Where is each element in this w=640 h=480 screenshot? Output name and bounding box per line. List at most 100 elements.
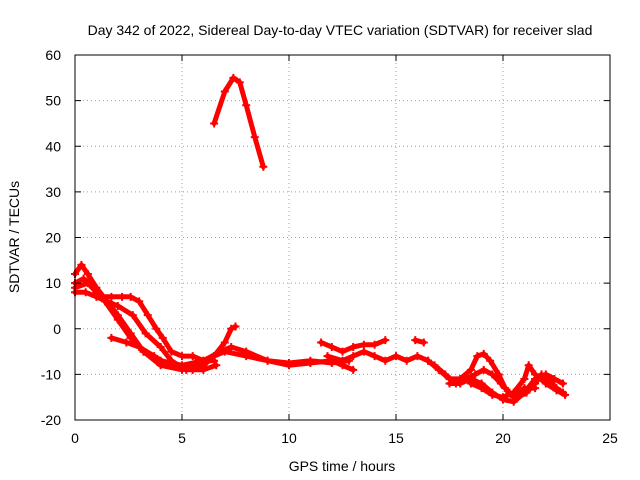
data-point <box>152 324 161 333</box>
data-point <box>285 361 293 370</box>
data-point <box>227 343 236 351</box>
data-point <box>392 352 400 361</box>
data-point <box>488 370 497 379</box>
data-point <box>83 279 92 288</box>
data-point <box>118 292 127 301</box>
y-tick-label: -20 <box>41 412 61 428</box>
data-series <box>71 73 570 406</box>
data-point <box>81 288 90 297</box>
data-point <box>473 352 482 361</box>
data-point <box>370 352 379 361</box>
data-point <box>77 260 86 269</box>
chart-title: Day 342 of 2022, Sidereal Day-to-day VTE… <box>88 22 593 38</box>
y-tick-label: 50 <box>45 93 61 109</box>
data-point <box>520 388 529 397</box>
data-point <box>445 379 454 388</box>
data-point <box>359 347 368 356</box>
y-axis-label: SDTVAR / TECUs <box>6 181 22 293</box>
x-tick-label: 20 <box>495 430 511 446</box>
data-point <box>79 274 88 283</box>
series-track-4 <box>72 280 217 364</box>
data-point <box>122 338 131 347</box>
data-point <box>135 343 144 351</box>
y-tick-label: -10 <box>41 366 61 382</box>
data-point <box>182 365 191 374</box>
data-point <box>220 87 229 96</box>
x-tick-label: 0 <box>71 430 79 446</box>
data-point <box>113 301 122 310</box>
x-axis-label: GPS time / hours <box>289 458 396 474</box>
y-tick-label: 30 <box>45 184 61 200</box>
data-point <box>83 270 92 278</box>
data-point <box>499 393 507 402</box>
data-point <box>520 374 529 383</box>
data-point <box>212 361 221 370</box>
data-point <box>126 292 135 301</box>
data-point <box>199 356 208 365</box>
data-point <box>306 358 315 367</box>
data-point <box>477 384 486 393</box>
data-point <box>242 101 251 110</box>
data-point <box>509 388 518 397</box>
data-point <box>531 370 540 379</box>
data-point <box>210 119 219 128</box>
data-point <box>135 297 144 306</box>
data-point <box>349 365 358 374</box>
data-point <box>479 365 488 374</box>
data-point <box>441 370 450 379</box>
data-point <box>359 340 368 349</box>
data-point <box>550 374 559 383</box>
data-point <box>486 356 495 365</box>
data-point <box>496 379 505 388</box>
data-point <box>143 311 152 320</box>
data-point <box>411 336 420 345</box>
data-point <box>220 338 229 347</box>
data-point <box>541 370 550 379</box>
x-tick-label: 5 <box>178 430 186 446</box>
y-tick-label: 0 <box>53 321 61 337</box>
data-point <box>424 356 433 365</box>
x-tick-label: 25 <box>602 430 618 446</box>
data-point <box>141 329 150 338</box>
data-point <box>561 390 570 399</box>
y-tick-label: 10 <box>45 275 61 291</box>
data-point <box>524 361 533 370</box>
data-point <box>419 338 428 347</box>
data-point <box>235 78 244 87</box>
data-point <box>413 352 422 361</box>
data-point <box>323 352 332 361</box>
data-point <box>541 379 550 388</box>
data-point <box>113 315 122 324</box>
data-point <box>488 390 497 399</box>
y-tick-label: 40 <box>45 138 61 154</box>
data-point <box>227 324 236 333</box>
y-tick-label: 20 <box>45 230 61 246</box>
data-point <box>338 347 347 356</box>
data-point <box>98 292 107 301</box>
data-point <box>229 73 238 82</box>
data-point <box>456 379 465 388</box>
data-point <box>107 292 116 301</box>
data-point <box>558 379 567 388</box>
x-tick-label: 15 <box>388 430 404 446</box>
data-point <box>128 311 137 320</box>
data-point <box>349 343 358 351</box>
data-point <box>250 133 259 142</box>
data-point <box>107 333 116 342</box>
data-point <box>402 356 411 365</box>
data-point <box>188 352 197 361</box>
axis-ticks: 0 5 10 15 20 25 -20 -10 0 10 20 30 40 50 60 <box>41 47 618 446</box>
y-tick-label: 60 <box>45 47 61 63</box>
data-point <box>338 356 347 365</box>
data-point <box>381 356 390 365</box>
data-point <box>471 370 480 379</box>
series-track-2 <box>72 276 352 368</box>
data-point <box>509 397 518 406</box>
data-point <box>259 162 268 171</box>
data-point <box>263 356 272 365</box>
data-point <box>158 333 167 342</box>
data-point <box>210 356 219 365</box>
data-point <box>466 379 475 388</box>
data-point <box>231 322 240 331</box>
